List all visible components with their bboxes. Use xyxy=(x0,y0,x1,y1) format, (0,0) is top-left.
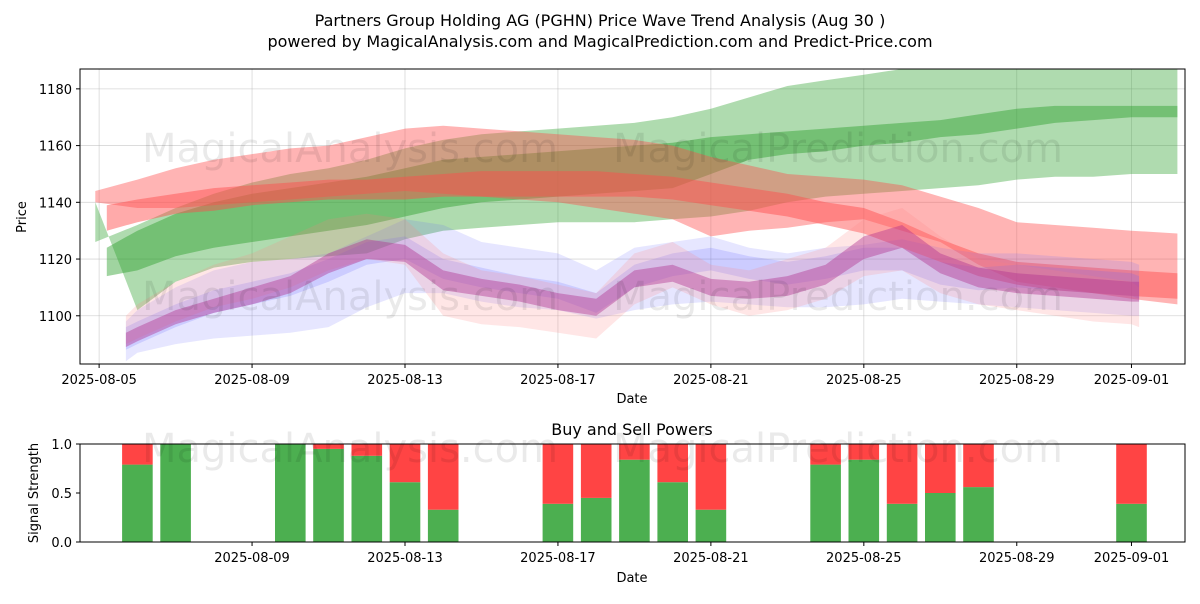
sell-bar xyxy=(925,444,956,493)
price-ticks: 2025-08-05 2025-08-09 2025-08-13 2025-08-17… xyxy=(39,83,1169,388)
price-y-tick-label: 1140 xyxy=(39,196,72,211)
signal-x-tick-label: 2025-08-17 xyxy=(520,551,596,566)
signal-chart-title: Buy and Sell Powers xyxy=(551,420,713,439)
signal-x-tick-label: 2025-08-25 xyxy=(826,551,902,566)
price-x-axis-label: Date xyxy=(616,392,647,407)
price-y-tick-label: 1160 xyxy=(39,140,72,155)
signal-x-tick-label: 2025-08-13 xyxy=(367,551,443,566)
price-x-tick-label: 2025-08-17 xyxy=(520,373,596,388)
sell-bar xyxy=(122,444,153,465)
buy-bar xyxy=(389,482,421,542)
price-x-tick-label: 2025-09-01 xyxy=(1094,373,1170,388)
price-y-axis-label: Price xyxy=(15,201,30,233)
signal-y-axis-label: Signal Strength xyxy=(27,443,42,543)
sell-bar xyxy=(810,444,841,465)
price-x-tick-label: 2025-08-21 xyxy=(673,373,749,388)
buy-bar xyxy=(925,493,956,542)
band-blue-wave-a xyxy=(125,219,1140,362)
buy-bar xyxy=(848,459,880,542)
band-purple-wave xyxy=(125,225,1140,347)
signal-bars xyxy=(122,444,1147,542)
price-chart: MagicalAnalysis.com MagicalPrediction.co… xyxy=(15,68,1186,407)
watermark-left: MagicalAnalysis.com xyxy=(142,126,558,172)
signal-x-axis-label: Date xyxy=(616,571,647,586)
price-x-tick-label: 2025-08-25 xyxy=(826,373,902,388)
price-bands xyxy=(95,69,1178,362)
signal-y-tick-label: 0.5 xyxy=(51,487,72,502)
buy-bar xyxy=(963,487,994,542)
signal-ticks: 2025-08-09 2025-08-13 2025-08-17 2025-08-21… xyxy=(51,438,1169,566)
watermark-left-lower: MagicalAnalysis.com xyxy=(142,274,558,320)
band-red-wide-band xyxy=(95,125,1178,305)
signal-chart: Buy and Sell Powers MagicalAnalysis.com … xyxy=(27,420,1186,586)
figure-subtitle: powered by MagicalAnalysis.com and Magic… xyxy=(267,32,932,51)
sell-bar xyxy=(351,444,383,456)
price-y-tick-label: 1120 xyxy=(39,253,72,268)
sell-bar xyxy=(427,444,459,510)
price-y-tick-label: 1100 xyxy=(39,310,72,325)
signal-watermark-left: MagicalAnalysis.com xyxy=(142,426,558,472)
price-x-tick-label: 2025-08-13 xyxy=(367,373,443,388)
sell-bar xyxy=(542,444,574,504)
price-x-tick-label: 2025-08-29 xyxy=(979,373,1055,388)
sell-bar xyxy=(389,444,421,483)
sell-bar xyxy=(657,444,688,483)
price-x-tick-label: 2025-08-09 xyxy=(214,373,290,388)
sell-bar xyxy=(1116,444,1147,504)
buy-bar xyxy=(542,503,574,542)
signal-y-tick-label: 1.0 xyxy=(51,438,72,453)
buy-bar xyxy=(275,444,306,542)
signal-x-tick-label: 2025-09-01 xyxy=(1094,551,1170,566)
price-x-tick-label: 2025-08-05 xyxy=(61,373,137,388)
band-red-narrow-band xyxy=(106,171,1178,299)
watermark-right-lower: MagicalPrediction.com xyxy=(613,274,1063,320)
figure-title: Partners Group Holding AG (PGHN) Price W… xyxy=(315,11,886,30)
price-grid xyxy=(80,69,1185,364)
band-pink-wave xyxy=(125,208,1140,345)
buy-bar xyxy=(1116,503,1147,542)
signal-y-tick-label: 0.0 xyxy=(51,536,72,551)
buy-bar xyxy=(313,448,344,542)
sell-bar xyxy=(580,444,612,498)
buy-bar xyxy=(160,444,191,542)
buy-bar xyxy=(619,459,650,542)
price-axes-frame xyxy=(79,68,1186,365)
signal-watermark-right: MagicalPrediction.com xyxy=(613,426,1063,472)
signal-x-tick-label: 2025-08-29 xyxy=(979,551,1055,566)
buy-bar xyxy=(886,503,918,542)
sell-bar xyxy=(619,444,650,460)
sell-bar xyxy=(695,444,727,510)
buy-bar xyxy=(427,509,459,542)
band-blue-wave-b xyxy=(125,236,1140,350)
sell-bar xyxy=(963,444,994,488)
signal-x-tick-label: 2025-08-09 xyxy=(214,551,290,566)
sell-bar xyxy=(886,444,918,504)
buy-bar xyxy=(657,482,688,542)
buy-bar xyxy=(122,464,153,542)
sell-bar xyxy=(313,444,344,449)
price-y-tick-label: 1180 xyxy=(39,83,72,98)
signal-x-tick-label: 2025-08-21 xyxy=(673,551,749,566)
buy-bar xyxy=(580,497,612,542)
buy-bar xyxy=(810,464,841,542)
band-green-wide-band xyxy=(95,69,1178,311)
buy-bar xyxy=(351,455,383,542)
buy-bar xyxy=(695,509,727,542)
band-green-narrow-band xyxy=(106,105,1178,277)
sell-bar xyxy=(848,444,880,460)
watermark-right: MagicalPrediction.com xyxy=(613,126,1063,172)
price-plot-area xyxy=(80,69,1185,364)
